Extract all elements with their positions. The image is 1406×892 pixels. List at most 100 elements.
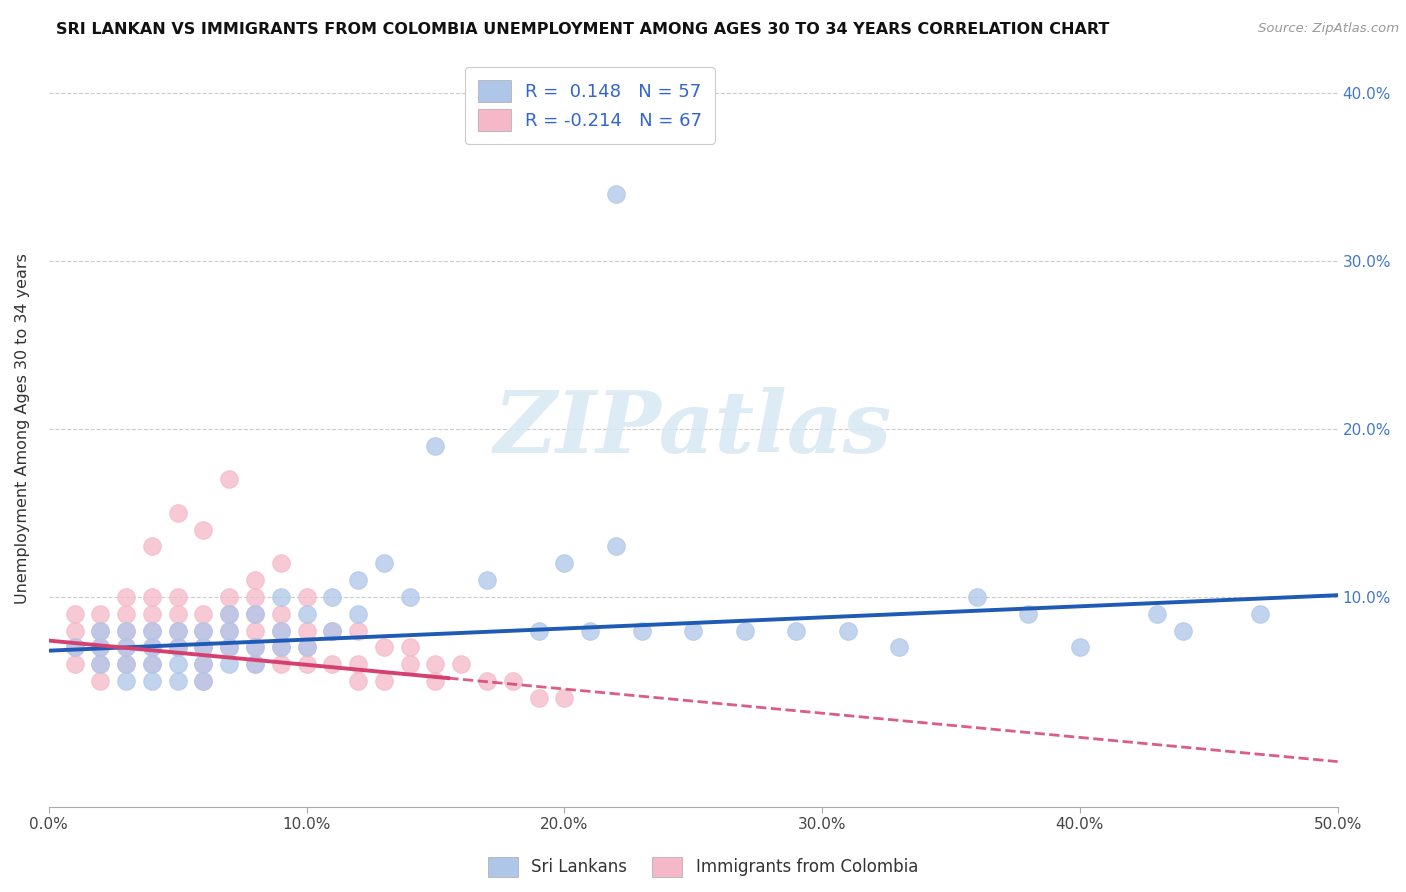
Point: [243, 624, 266, 638]
Point: [141, 673, 163, 688]
Point: [115, 590, 138, 604]
Text: SRI LANKAN VS IMMIGRANTS FROM COLOMBIA UNEMPLOYMENT AMONG AGES 30 TO 34 YEARS CO: SRI LANKAN VS IMMIGRANTS FROM COLOMBIA U…: [56, 22, 1109, 37]
Point: [89, 657, 111, 672]
Point: [270, 624, 292, 638]
Point: [475, 573, 498, 587]
Point: [295, 590, 318, 604]
Point: [193, 624, 215, 638]
Point: [398, 657, 420, 672]
Point: [295, 640, 318, 655]
Point: [166, 624, 188, 638]
Point: [218, 624, 240, 638]
Point: [218, 657, 240, 672]
Point: [630, 624, 652, 638]
Point: [243, 590, 266, 604]
Point: [166, 657, 188, 672]
Point: [193, 673, 215, 688]
Point: [89, 673, 111, 688]
Point: [89, 640, 111, 655]
Legend: Sri Lankans, Immigrants from Colombia: Sri Lankans, Immigrants from Colombia: [481, 850, 925, 884]
Point: [243, 573, 266, 587]
Y-axis label: Unemployment Among Ages 30 to 34 years: Unemployment Among Ages 30 to 34 years: [15, 253, 30, 604]
Point: [837, 624, 859, 638]
Point: [141, 624, 163, 638]
Point: [193, 657, 215, 672]
Point: [89, 624, 111, 638]
Point: [1249, 607, 1271, 621]
Point: [579, 624, 602, 638]
Point: [270, 556, 292, 570]
Point: [347, 624, 370, 638]
Point: [398, 590, 420, 604]
Point: [63, 657, 86, 672]
Point: [270, 640, 292, 655]
Point: [475, 673, 498, 688]
Point: [373, 673, 395, 688]
Point: [166, 640, 188, 655]
Point: [243, 640, 266, 655]
Point: [682, 624, 704, 638]
Legend: R =  0.148   N = 57, R = -0.214   N = 67: R = 0.148 N = 57, R = -0.214 N = 67: [465, 67, 714, 144]
Point: [1171, 624, 1194, 638]
Point: [193, 673, 215, 688]
Point: [295, 607, 318, 621]
Point: [193, 607, 215, 621]
Point: [89, 657, 111, 672]
Point: [425, 439, 447, 453]
Point: [89, 624, 111, 638]
Point: [605, 540, 627, 554]
Point: [398, 640, 420, 655]
Point: [193, 657, 215, 672]
Point: [270, 590, 292, 604]
Point: [502, 673, 524, 688]
Point: [527, 624, 550, 638]
Point: [243, 607, 266, 621]
Point: [115, 657, 138, 672]
Point: [63, 640, 86, 655]
Point: [115, 640, 138, 655]
Point: [115, 640, 138, 655]
Point: [605, 186, 627, 201]
Point: [115, 624, 138, 638]
Point: [295, 640, 318, 655]
Point: [270, 624, 292, 638]
Point: [115, 607, 138, 621]
Point: [89, 640, 111, 655]
Point: [425, 673, 447, 688]
Point: [785, 624, 807, 638]
Point: [270, 607, 292, 621]
Point: [243, 640, 266, 655]
Point: [270, 657, 292, 672]
Point: [193, 640, 215, 655]
Point: [347, 673, 370, 688]
Point: [218, 640, 240, 655]
Point: [1069, 640, 1091, 655]
Point: [1017, 607, 1039, 621]
Point: [141, 624, 163, 638]
Point: [141, 640, 163, 655]
Point: [450, 657, 472, 672]
Point: [193, 523, 215, 537]
Point: [63, 640, 86, 655]
Point: [166, 640, 188, 655]
Point: [63, 624, 86, 638]
Point: [243, 657, 266, 672]
Point: [218, 590, 240, 604]
Point: [89, 607, 111, 621]
Point: [115, 624, 138, 638]
Point: [115, 673, 138, 688]
Point: [141, 540, 163, 554]
Point: [193, 624, 215, 638]
Point: [373, 556, 395, 570]
Point: [166, 673, 188, 688]
Point: [141, 607, 163, 621]
Point: [270, 640, 292, 655]
Point: [295, 624, 318, 638]
Point: [321, 624, 343, 638]
Point: [141, 657, 163, 672]
Point: [243, 607, 266, 621]
Point: [166, 624, 188, 638]
Point: [141, 657, 163, 672]
Point: [218, 640, 240, 655]
Point: [321, 590, 343, 604]
